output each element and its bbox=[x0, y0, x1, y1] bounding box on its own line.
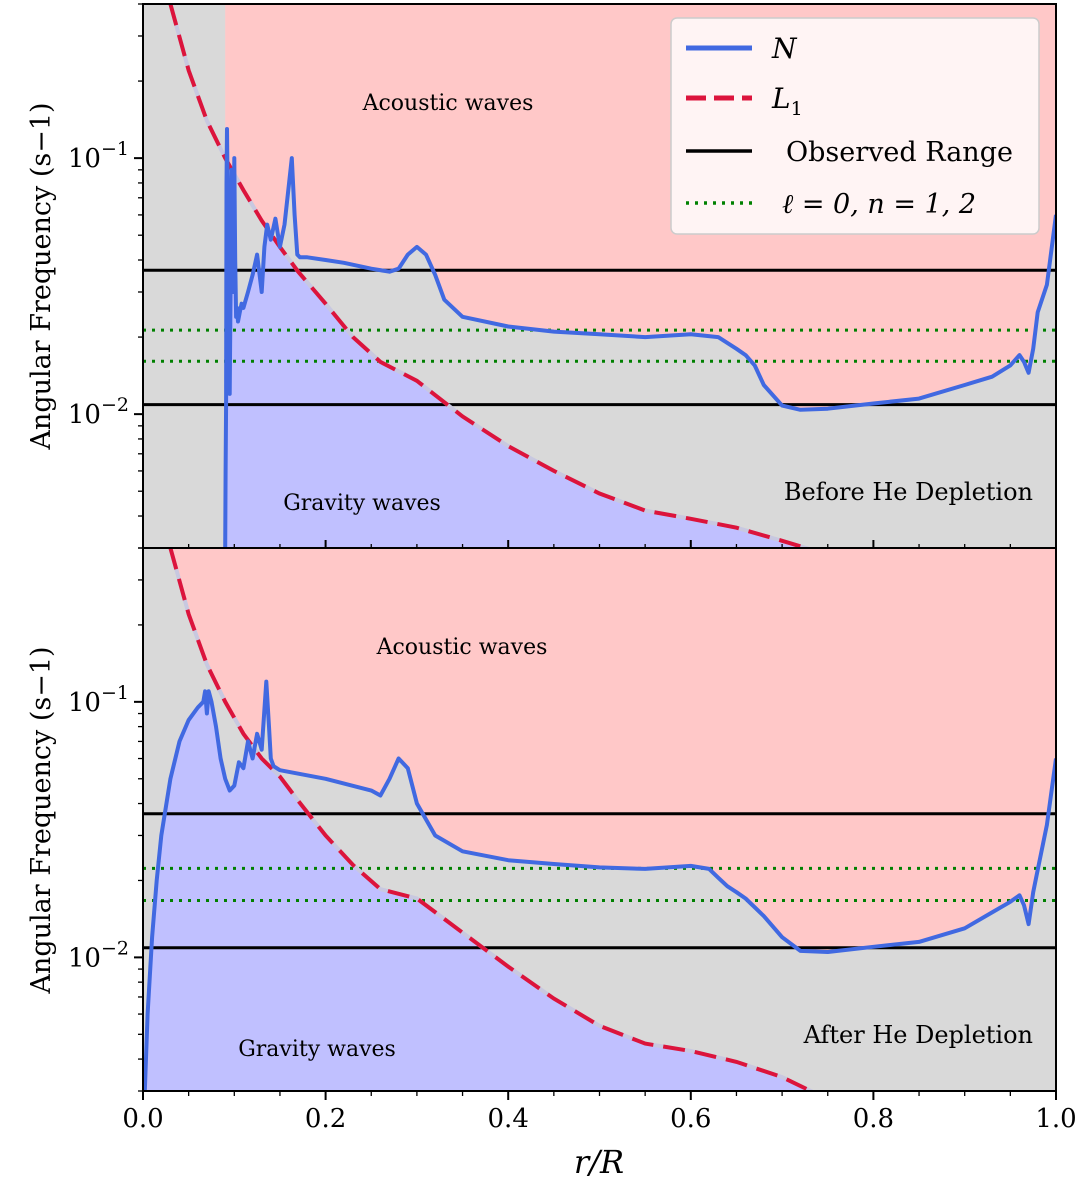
y-axis-ticks: 10−2 10−1 bbox=[68, 547, 143, 1092]
n-series-line bbox=[143, 679, 1056, 1091]
legend-label-n: N bbox=[771, 32, 798, 65]
legend-entry-mode-lines: ℓ = 0, n = 1, 2 bbox=[686, 189, 976, 220]
y-axis-label-bottom: Angular Frequency (s−1) bbox=[26, 646, 57, 994]
legend-entry-observed-range: Observed Range bbox=[686, 137, 1013, 168]
y-tick-label: 10−2 bbox=[68, 937, 129, 973]
legend-entry-n: N bbox=[686, 32, 798, 65]
gravity-region bbox=[144, 692, 1056, 1091]
legend: N L1 Observed Range ℓ = 0, n = 1, 2 bbox=[670, 17, 1040, 235]
y-tick-label: 10−1 bbox=[68, 138, 129, 174]
acoustic-waves-label: Acoustic waves bbox=[376, 635, 548, 660]
panel-annotation: Before He Depletion bbox=[784, 478, 1033, 506]
panel-after-he-depletion: Acoustic waves Gravity waves After He De… bbox=[68, 547, 1077, 1134]
l1-series-line bbox=[168, 548, 816, 1091]
x-axis-ticks: 0.0 0.2 0.4 0.6 0.8 1.0 bbox=[122, 1091, 1077, 1134]
x-tick-label: 0.6 bbox=[670, 1104, 711, 1134]
y-tick-label: 10−2 bbox=[68, 394, 129, 430]
y-axis-label-text: Angular Frequency (s−1) bbox=[26, 646, 57, 994]
y-axis-label-top: Angular Frequency (s−1) bbox=[26, 102, 57, 450]
y-axis-ticks: 10−2 10−1 bbox=[68, 3, 1057, 549]
gravity-waves-label: Gravity waves bbox=[238, 1037, 396, 1062]
x-tick-label: 0.0 bbox=[122, 1104, 163, 1134]
axes-frame bbox=[142, 547, 1057, 1092]
x-tick-label: 0.4 bbox=[488, 1104, 529, 1134]
x-tick-label: 0.8 bbox=[853, 1104, 894, 1134]
legend-label-observed-range: Observed Range bbox=[786, 137, 1013, 168]
acoustic-waves-label: Acoustic waves bbox=[362, 91, 534, 116]
y-tick-label: 10−1 bbox=[68, 682, 129, 718]
x-tick-label: 0.2 bbox=[305, 1104, 346, 1134]
n-series-line bbox=[223, 127, 1056, 548]
gravity-region bbox=[225, 180, 1056, 548]
y-axis-label-text: Angular Frequency (s−1) bbox=[26, 102, 57, 450]
x-tick-label: 1.0 bbox=[1035, 1104, 1076, 1134]
legend-box bbox=[670, 17, 1040, 235]
gravity-waves-label: Gravity waves bbox=[283, 491, 441, 516]
x-axis-label: r/R bbox=[574, 1143, 624, 1181]
panel-annotation: After He Depletion bbox=[803, 1021, 1033, 1049]
acoustic-region bbox=[144, 548, 1056, 952]
legend-label-mode-lines: ℓ = 0, n = 1, 2 bbox=[782, 189, 976, 220]
